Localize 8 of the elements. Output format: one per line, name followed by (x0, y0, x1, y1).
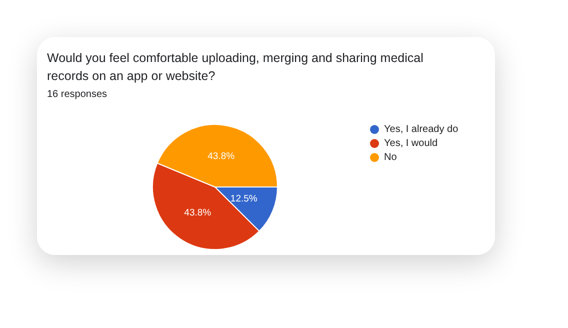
chart-title: Would you feel comfortable uploading, merging and sharing medical records on an app or website? (47, 50, 424, 85)
data-label: 43.8% (208, 150, 236, 162)
legend-label: No (384, 152, 397, 162)
legend-label: Yes, I would (384, 138, 438, 148)
data-label: 12.5% (230, 194, 258, 205)
legend-label: Yes, I already do (384, 124, 458, 134)
chart-subtitle: 16 responses (47, 89, 108, 100)
data-label: 43.8% (184, 208, 212, 219)
